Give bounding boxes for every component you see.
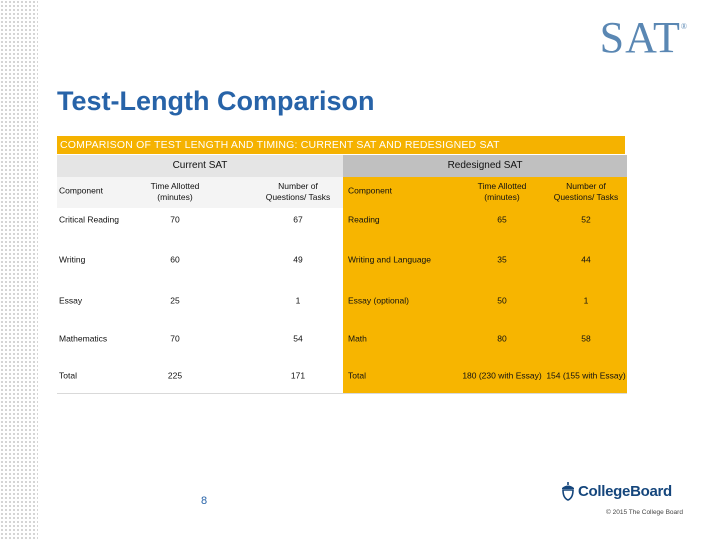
table-cell: 65 bbox=[497, 214, 507, 225]
header-component-redesigned: Component bbox=[348, 185, 392, 196]
table-caption-banner: COMPARISON OF TEST LENGTH AND TIMING: CU… bbox=[57, 136, 625, 154]
header-number-of-questions: Number of Questions/ Tasks bbox=[265, 181, 331, 202]
current-column-header-band bbox=[57, 177, 343, 208]
table-cell: Essay (optional) bbox=[348, 295, 409, 306]
table-cell: 25 bbox=[170, 295, 180, 306]
table-bottom-rule bbox=[57, 393, 627, 394]
table-cell: Reading bbox=[348, 214, 380, 225]
table-cell: 80 bbox=[497, 333, 507, 344]
header-number-of-questions-redesigned: Number of Questions/ Tasks bbox=[553, 181, 619, 202]
table-cell: 52 bbox=[581, 214, 591, 225]
table-cell: 67 bbox=[293, 214, 303, 225]
table-cell: Total bbox=[348, 370, 366, 381]
table-cell: 49 bbox=[293, 254, 303, 265]
table-cell: 70 bbox=[170, 333, 180, 344]
acorn-icon bbox=[562, 482, 574, 501]
page-title: Test-Length Comparison bbox=[57, 86, 375, 116]
table-cell: Writing bbox=[59, 254, 86, 265]
table-cell: 44 bbox=[581, 254, 591, 265]
table-cell: 1 bbox=[583, 295, 589, 306]
table-cell: 154 (155 with Essay) bbox=[546, 370, 626, 381]
header-time-allotted: Time Allotted (minutes) bbox=[150, 181, 200, 202]
table-cell: Critical Reading bbox=[59, 214, 119, 225]
redesigned-columns-background bbox=[343, 177, 627, 393]
table-cell: 70 bbox=[170, 214, 180, 225]
sat-logo: SAT® bbox=[599, 13, 688, 62]
redesigned-sat-group-header: Redesigned SAT bbox=[343, 155, 627, 177]
table-cell: 50 bbox=[497, 295, 507, 306]
collegeboard-logo: CollegeBoard bbox=[560, 481, 672, 501]
table-cell: 60 bbox=[170, 254, 180, 265]
table-cell: 180 (230 with Essay) bbox=[462, 370, 542, 381]
table-cell: 58 bbox=[581, 333, 591, 344]
header-component: Component bbox=[59, 185, 103, 196]
table-cell: Total bbox=[59, 370, 77, 381]
table-cell: Writing and Language bbox=[348, 254, 432, 265]
current-sat-group-header: Current SAT bbox=[57, 155, 343, 177]
collegeboard-wordmark: CollegeBoard bbox=[578, 482, 672, 500]
copyright-notice: © 2015 The College Board bbox=[606, 509, 683, 516]
table-cell: Essay bbox=[59, 295, 83, 306]
table-cell: Mathematics bbox=[59, 333, 108, 344]
table-cell: 54 bbox=[293, 333, 303, 344]
table-cell: 225 bbox=[167, 370, 183, 381]
table-cell: 35 bbox=[497, 254, 507, 265]
header-time-allotted-redesigned: Time Allotted (minutes) bbox=[477, 181, 527, 202]
table-cell: Math bbox=[348, 333, 367, 344]
dotted-decoration bbox=[0, 0, 38, 540]
page-number: 8 bbox=[201, 495, 208, 507]
table-cell: 1 bbox=[295, 295, 301, 306]
table-cell: 171 bbox=[290, 370, 306, 381]
